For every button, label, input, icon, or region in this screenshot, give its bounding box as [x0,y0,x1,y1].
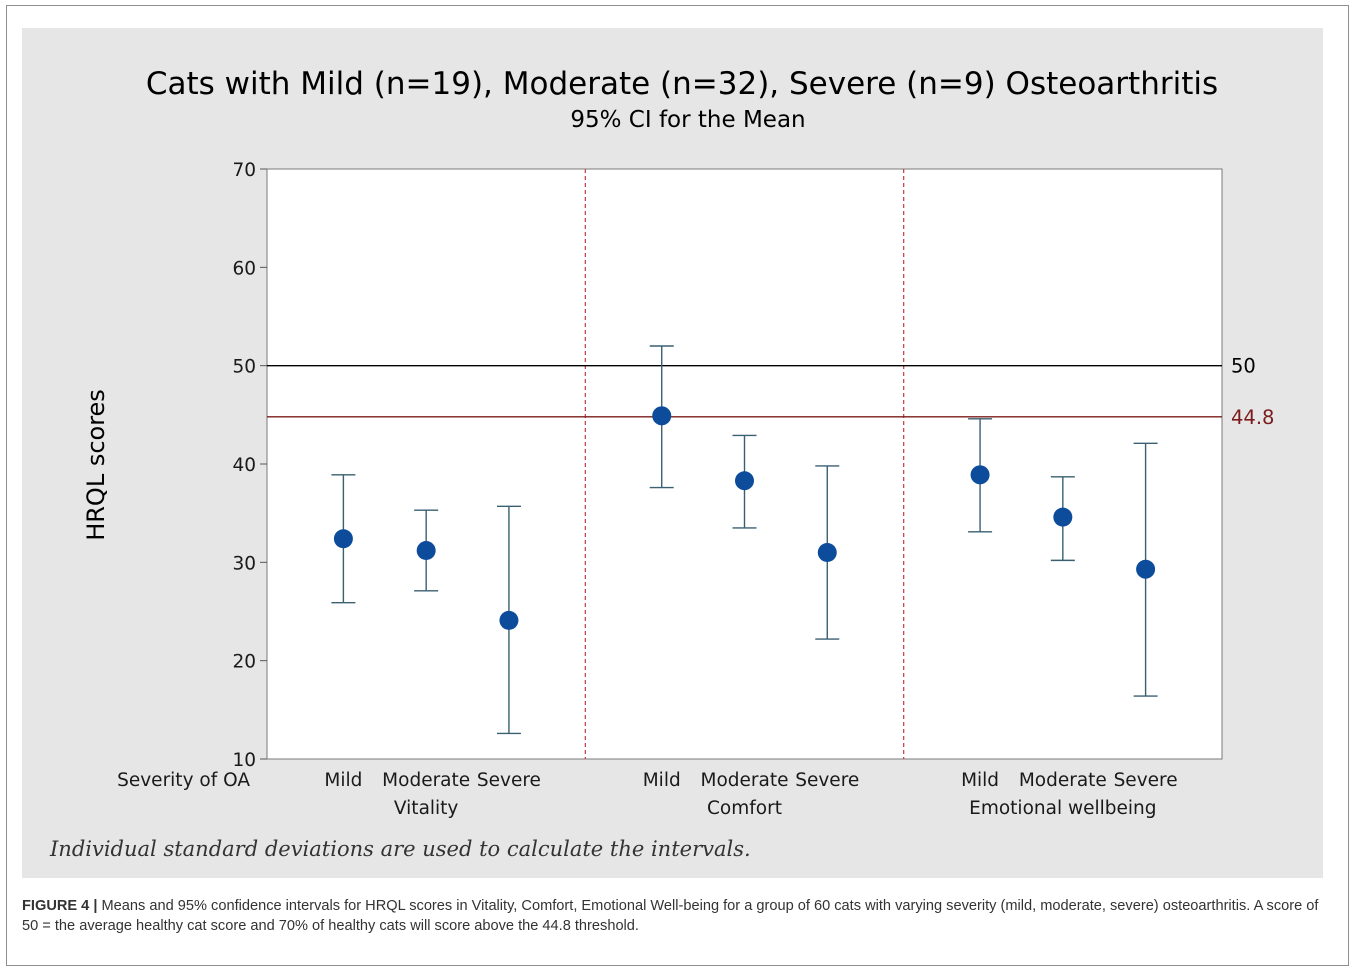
x-category-label: Moderate [1019,770,1107,791]
x-category-label: Severe [477,770,541,791]
chart-footnote: Individual standard deviations are used … [49,837,751,861]
x-category-label: Mild [324,770,362,791]
y-tick-label: 70 [232,160,256,181]
mean-point [735,471,754,491]
mean-point [1136,559,1156,579]
mean-point [970,465,990,485]
x-category-label: Severe [1114,770,1178,791]
x-axis-labels: Mild Moderate Severe Vitality Mild Moderate Se… [324,770,1177,819]
chart-subtitle: 95% CI for the Mean [570,107,805,133]
figure-caption-lead: FIGURE 4 | [22,898,98,914]
chart: Cats with Mild (n=19), Moderate (n=32), … [22,28,1323,878]
figure-caption: FIGURE 4 | Means and 95% confidence inte… [22,896,1332,936]
chart-marks [331,345,1158,735]
y-axis-label: HRQL scores [82,389,110,541]
mean-point [333,529,353,549]
figure-caption-text: Means and 95% confidence intervals for H… [22,898,1319,934]
reference-line-label: 44.8 [1231,406,1274,429]
mean-point [652,406,672,426]
y-axis: 10 20 30 40 50 60 70 [232,160,267,771]
x-category-label: Mild [643,770,681,791]
mean-point [416,541,436,561]
x-category-label: Moderate [382,770,470,791]
x-category-label: Mild [961,770,999,791]
y-tick-label: 20 [232,652,256,673]
x-group-label: Vitality [394,798,459,819]
mean-point [1053,507,1073,527]
y-tick-label: 60 [232,258,256,279]
group-dividers [584,169,905,759]
x-category-label: Moderate [701,770,789,791]
chart-title: Cats with Mild (n=19), Moderate (n=32), … [146,66,1218,102]
x-axis-row-label: Severity of OA [117,770,250,791]
reference-line-label: 50 [1231,355,1256,378]
mean-point [499,610,519,630]
y-tick-label: 30 [232,553,256,574]
reference-lines: 50 44.8 [267,355,1274,429]
y-tick-label: 10 [232,750,256,771]
y-tick-label: 50 [232,357,256,378]
mean-point [817,543,837,562]
x-group-label: Emotional wellbeing [969,798,1156,819]
y-tick-label: 40 [232,455,256,476]
x-group-label: Comfort [707,798,782,819]
x-category-label: Severe [795,770,859,791]
